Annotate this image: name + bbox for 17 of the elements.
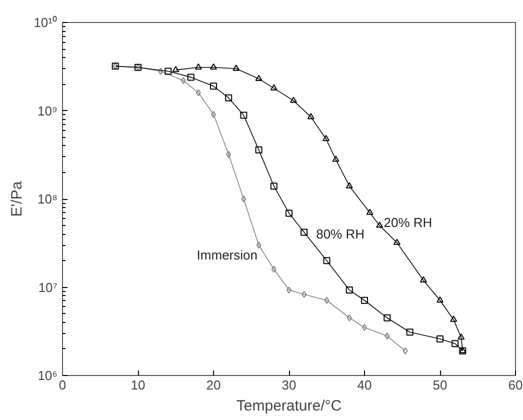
y-tick-label: 10⁹ (37, 103, 58, 118)
y-tick-label: 10⁸ (38, 192, 58, 206)
x-tick-label: 10 (130, 378, 146, 392)
x-axis-title: Temperature/°C (236, 398, 342, 414)
y-axis-title: E'/Pa (8, 180, 26, 217)
x-tick-label: 0 (58, 378, 66, 392)
y-tick-label: 10⁶ (38, 368, 58, 383)
x-tick-label: 50 (432, 378, 448, 392)
x-tick-label: 40 (357, 378, 372, 392)
series-label: 20% RH (384, 215, 432, 230)
x-tick-label: 30 (282, 378, 296, 392)
y-tick-label: 10¹⁰ (34, 15, 58, 30)
x-tick-label: 20 (206, 378, 221, 392)
y-tick-label: 10⁷ (38, 280, 58, 295)
series-label: 80% RH (316, 226, 365, 242)
x-tick-label: 60 (508, 378, 523, 392)
series-label: Immersion (196, 248, 258, 263)
